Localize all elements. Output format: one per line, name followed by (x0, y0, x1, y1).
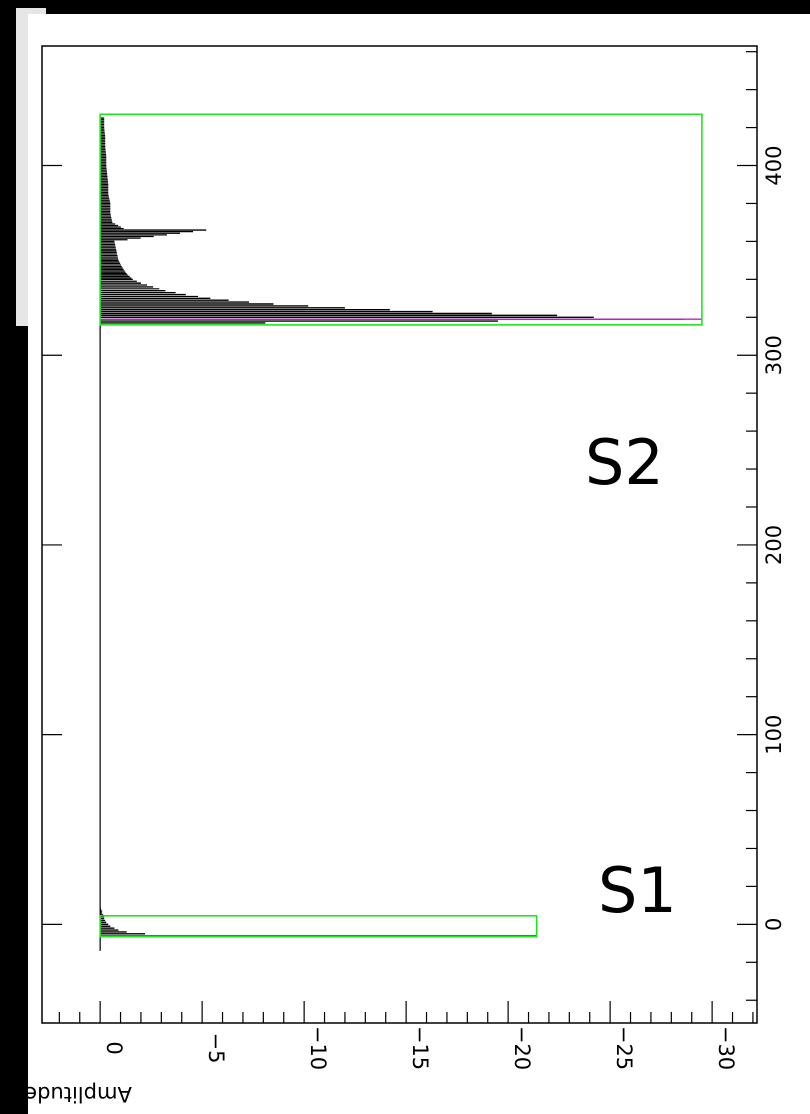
time-tick-label: 100 (762, 715, 786, 755)
amplitude-axis-label: Amplitude (24, 1082, 132, 1106)
time-tick-label: 0 (762, 918, 786, 931)
amp-tick-label: −5 (204, 1033, 228, 1064)
amp-tick-label: −15 (408, 1026, 432, 1070)
amp-tick-label: −20 (510, 1026, 534, 1070)
amp-tick-label: −30 (714, 1026, 738, 1070)
time-tick-label: 200 (762, 525, 786, 565)
amp-tick-label: −10 (306, 1026, 330, 1070)
peak-box-s2 (99, 113, 703, 326)
amp-tick-label: −25 (612, 1026, 636, 1070)
peak-box-s1 (99, 915, 538, 938)
signal-series (99, 117, 702, 951)
annotation-s2: S2 (585, 426, 664, 499)
time-axis: 0 100 200 300 400 (42, 51, 786, 1001)
time-tick-label: 400 (762, 145, 786, 185)
peak-boxes (99, 113, 703, 938)
time-tick-label: 300 (762, 335, 786, 375)
annotation-s1: S1 (598, 854, 677, 927)
plot-frame (41, 45, 758, 1024)
amp-tick-label: 0 (102, 1041, 126, 1054)
peak-annotations: S1 S2 (585, 426, 677, 927)
amplitude-axis: 0 −5 −10 −15 −20 −25 −30 (58, 1001, 754, 1070)
